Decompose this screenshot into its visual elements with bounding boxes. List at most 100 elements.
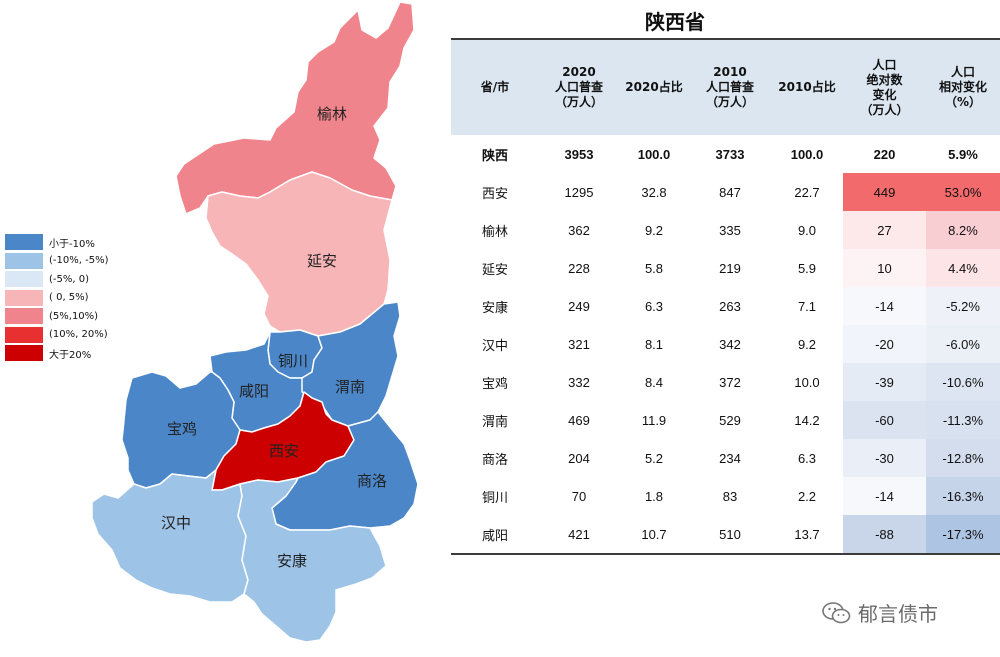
cell-abs: -14 (843, 287, 926, 325)
legend-swatch (5, 289, 43, 306)
cell-pop2020: 3953 (564, 146, 594, 162)
cell-name: 榆林 (481, 224, 508, 240)
legend-label: ( 0, 5%) (49, 292, 89, 304)
legend-item: (5%,10%) (5, 307, 108, 326)
cell-rel: 8.2% (926, 211, 1000, 249)
map-legend: 小于-10% (-10%, -5%) (-5%, 0) ( 0, 5%) (5%,10%… (5, 233, 108, 363)
region-ankang (237, 477, 387, 643)
cell-share2020: 8.4 (644, 374, 664, 390)
table-row: 咸阳 421 10.7 510 13.7 -88 -17.3% (451, 515, 1000, 555)
cell-share2020: 5.8 (644, 260, 664, 276)
cell-pop2020: 70 (571, 488, 587, 504)
cell-abs: -88 (843, 515, 926, 555)
cell-abs: -60 (843, 401, 926, 439)
legend-item: (10%, 20%) (5, 326, 108, 345)
column-header: 2010占比 (771, 38, 843, 135)
legend-label: (10%, 20%) (49, 329, 108, 341)
column-header-line: 人口 (872, 57, 897, 72)
cell-share2020: 1.8 (644, 488, 664, 504)
cell-pop2020: 332 (568, 374, 590, 390)
cell-rel: -17.3% (926, 515, 1000, 555)
legend-swatch (5, 234, 43, 251)
cell-pop2010: 83 (722, 488, 738, 504)
cell-share2020: 9.2 (644, 222, 664, 238)
cell-share2010: 100.0 (790, 146, 824, 162)
column-header-line: 2010 (713, 65, 747, 79)
cell-rel: 53.0% (926, 173, 1000, 211)
cell-share2010: 7.1 (797, 298, 817, 314)
column-header: 省/市 (451, 38, 539, 135)
cell-abs: 449 (843, 173, 926, 211)
cell-share2020: 11.9 (641, 412, 667, 428)
cell-pop2020: 321 (568, 336, 590, 352)
column-header-line: 人口普查 (554, 80, 603, 94)
region-label: 渭南 (335, 378, 365, 396)
cell-share2010: 13.7 (771, 515, 843, 555)
cell-name: 汉中 (481, 338, 508, 354)
cell-pop2010: 335 (719, 222, 741, 238)
column-header-line: 省/市 (480, 80, 510, 94)
cell-abs: -30 (843, 439, 926, 477)
column-header-line: 2020占比 (625, 80, 683, 94)
cell-pop2010: 372 (719, 374, 741, 390)
cell-name: 渭南 (481, 414, 508, 430)
table-row: 安康 249 6.3 263 7.1 -14 -5.2% (451, 287, 1000, 325)
cell-abs: 220 (843, 135, 926, 173)
cell-pop2010: 342 (719, 336, 741, 352)
cell-share2020: 5.2 (644, 450, 664, 466)
table-row: 商洛 204 5.2 234 6.3 -30 -12.8% (451, 439, 1000, 477)
legend-swatch (5, 252, 43, 269)
cell-pop2010: 219 (719, 260, 741, 276)
legend-item: ( 0, 5%) (5, 289, 108, 308)
cell-share2010: 22.7 (794, 184, 820, 200)
column-header: 人口 绝对数 变化 （万人） (843, 38, 926, 135)
cell-rel: 5.9% (926, 135, 1000, 173)
column-header-line: （万人） (860, 102, 909, 117)
cell-abs: 27 (843, 211, 926, 249)
cell-share2020: 100.0 (637, 146, 671, 162)
cell-pop2010: 234 (719, 450, 741, 466)
cell-pop2020: 469 (568, 412, 590, 428)
legend-label: 大于20% (49, 349, 92, 361)
column-header-line: （万人） (705, 95, 754, 109)
column-header-line: 人口 (950, 65, 975, 79)
region-label: 汉中 (161, 514, 191, 532)
cell-rel: -12.8% (926, 439, 1000, 477)
region-labels: 榆林 延安 铜川 咸阳 渭南 宝鸡 西安 商洛 汉中 安康 (161, 105, 387, 570)
column-header-line: （%） (944, 95, 982, 109)
legend-label: (-5%, 0) (49, 273, 89, 285)
cell-rel: -6.0% (926, 325, 1000, 363)
cell-rel: -16.3% (926, 477, 1000, 515)
legend-swatch (5, 308, 43, 325)
region-label: 咸阳 (239, 382, 269, 400)
watermark: 郁言债市 (822, 598, 938, 627)
cell-pop2020: 228 (568, 260, 590, 276)
cell-share2010: 9.0 (797, 222, 817, 238)
region-label: 西安 (269, 442, 299, 460)
cell-pop2020: 421 (539, 515, 619, 555)
cell-abs: 10 (843, 249, 926, 287)
cell-share2010: 5.9 (797, 260, 817, 276)
cell-pop2020: 1295 (564, 184, 594, 200)
column-header-line: 人口普查 (705, 80, 754, 94)
cell-share2010: 2.2 (797, 488, 817, 504)
cell-name: 西安 (481, 186, 508, 202)
column-header-line: （万人） (554, 95, 603, 109)
legend-item: 小于-10% (5, 233, 108, 252)
cell-name: 咸阳 (451, 515, 539, 555)
cell-rel: 4.4% (926, 249, 1000, 287)
table-row: 汉中 321 8.1 342 9.2 -20 -6.0% (451, 325, 1000, 363)
table-row: 延安 228 5.8 219 5.9 10 4.4% (451, 249, 1000, 287)
region-label: 榆林 (317, 105, 347, 123)
region-label: 延安 (307, 252, 337, 270)
table-title: 陕西省 (645, 10, 705, 34)
legend-item: (-5%, 0) (5, 270, 108, 289)
region-label: 商洛 (357, 472, 387, 490)
cell-rel: -10.6% (926, 363, 1000, 401)
watermark-text: 郁言债市 (858, 602, 938, 626)
legend-label: (5%,10%) (49, 310, 99, 322)
cell-rel: -5.2% (926, 287, 1000, 325)
region-yanan (205, 171, 393, 337)
region-label: 宝鸡 (167, 420, 197, 438)
legend-item: (-10%, -5%) (5, 252, 108, 271)
